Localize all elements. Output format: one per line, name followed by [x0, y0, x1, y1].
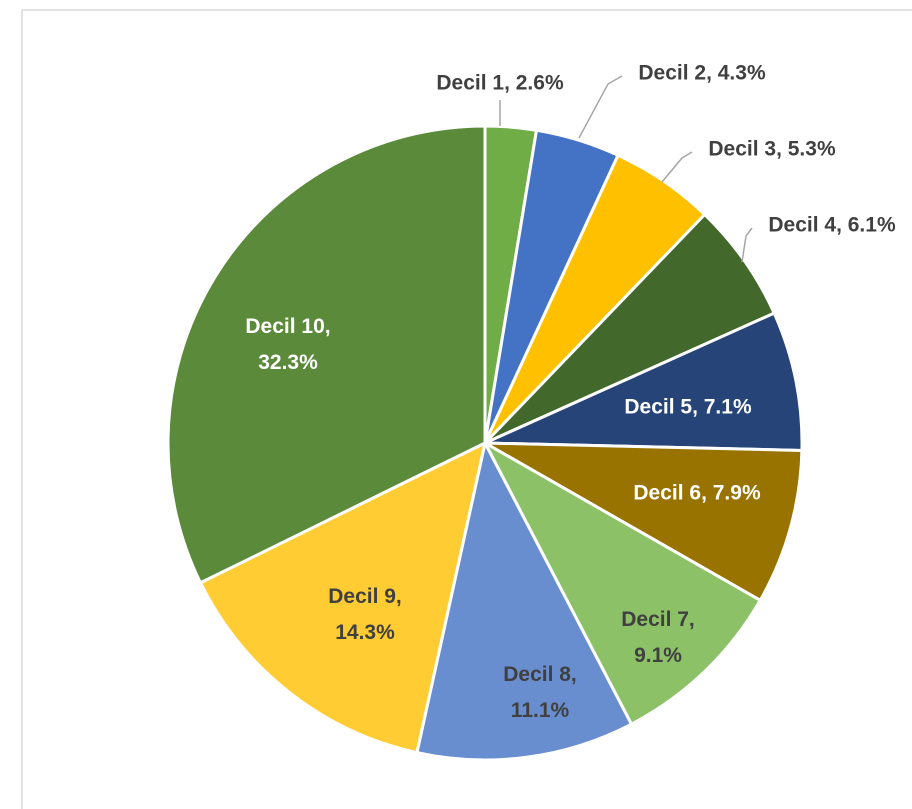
pie-slice: [166, 124, 487, 585]
leader-line: [661, 151, 693, 183]
data-label: Decil 8, 11.1%: [503, 663, 577, 722]
leader-line: [578, 75, 623, 139]
data-label: Decil 6, 7.9%: [633, 482, 761, 505]
pie-slice: [481, 439, 763, 727]
data-label: Decil 10, 32.3%: [245, 315, 330, 374]
pie-slice: [484, 441, 804, 603]
data-label: Decil 4, 6.1%: [768, 214, 896, 237]
pie-slice: [484, 311, 804, 452]
data-label: Decil 3, 5.3%: [708, 138, 836, 161]
data-label: Decil 7, 9.1%: [621, 608, 695, 667]
leader-line: [741, 227, 753, 263]
data-label: Decil 1, 2.6%: [436, 72, 564, 95]
data-label: Decil 9, 14.3%: [328, 585, 402, 644]
pie-slice: [198, 440, 488, 755]
data-label: Decil 5, 7.1%: [624, 396, 752, 419]
pie-slice: [483, 212, 777, 445]
pie-slice: [415, 438, 634, 762]
data-label: Decil 2, 4.3%: [638, 62, 766, 85]
